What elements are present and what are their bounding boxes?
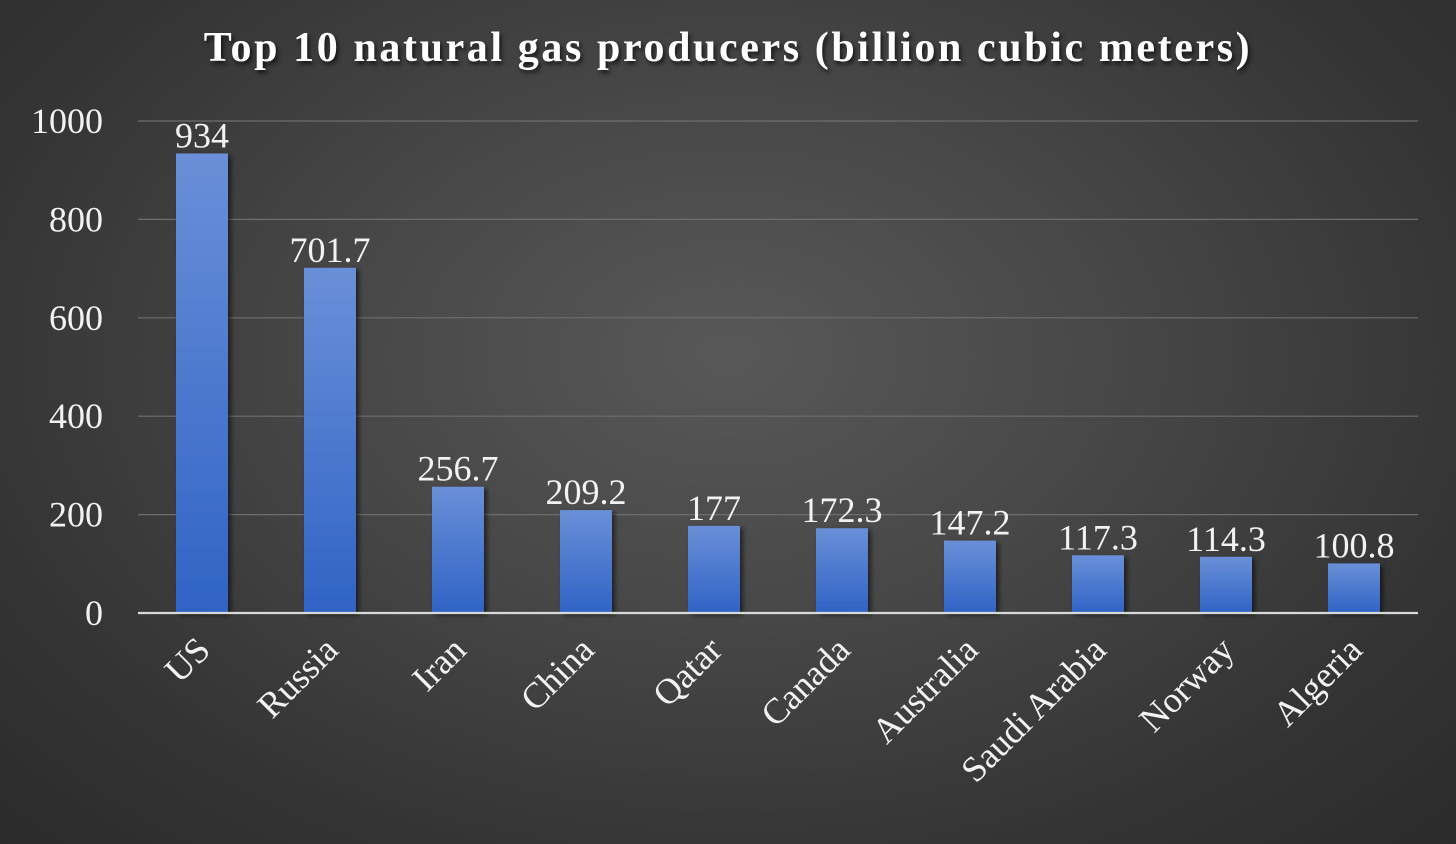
category-label: Algeria [1265, 629, 1370, 734]
bar [688, 525, 740, 613]
bar [176, 153, 228, 614]
bar [1200, 556, 1252, 613]
bar [432, 486, 484, 613]
category-labels: US Russia Iran China Qatar Canada AustraliaSau… [157, 629, 1370, 790]
data-labels: 934 701.7 256.7 209.2 177 172.3 147.2 117.3 114.… [175, 115, 1395, 565]
category-label: Australia [864, 629, 986, 751]
category-label: Canada [753, 629, 858, 734]
bar [1328, 563, 1380, 613]
bar [304, 267, 356, 613]
data-label: 701.7 [290, 230, 371, 270]
y-tick-label: 600 [49, 298, 103, 338]
data-label: 100.8 [1314, 525, 1395, 565]
data-label: 147.2 [930, 503, 1011, 543]
bar [816, 528, 868, 613]
y-tick-label: 0 [85, 593, 103, 633]
bar [560, 510, 612, 613]
y-tick-label: 200 [49, 495, 103, 535]
data-label: 114.3 [1186, 519, 1266, 559]
y-tick-label: 800 [49, 199, 103, 239]
data-label: 172.3 [802, 490, 883, 530]
data-label: 117.3 [1058, 517, 1138, 557]
category-label: Iran [404, 629, 473, 698]
category-label: Russia [249, 629, 345, 725]
y-tick-label: 400 [49, 396, 103, 436]
chart-title: Top 10 natural gas producers (billion cu… [203, 25, 1253, 71]
category-label: US [157, 629, 218, 690]
bar [944, 540, 996, 613]
bars [176, 153, 1380, 614]
category-label: Qatar [645, 629, 730, 714]
y-axis: 0 200 400 600 800 1000 [31, 101, 103, 633]
data-label: 256.7 [418, 449, 499, 489]
category-label: China [513, 629, 602, 718]
y-tick-label: 1000 [31, 101, 103, 141]
data-label: 934 [175, 115, 229, 155]
data-label: 209.2 [546, 472, 627, 512]
data-label: 177 [687, 488, 741, 528]
bar [1072, 555, 1124, 613]
category-label: Norway [1131, 629, 1241, 739]
